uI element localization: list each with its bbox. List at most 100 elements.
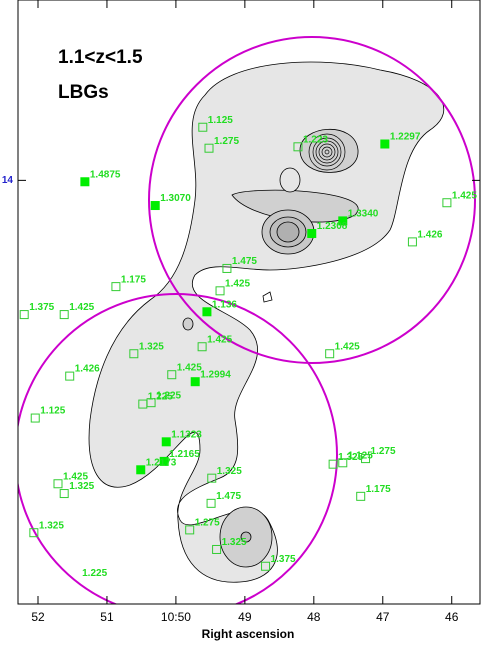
open-marker <box>442 198 452 208</box>
open-marker <box>197 342 207 352</box>
open-marker <box>59 310 69 320</box>
point-label: 1.125 <box>208 115 233 126</box>
outer-contour <box>88 61 445 583</box>
field-circle <box>18 293 338 604</box>
point-label: 1.2297 <box>390 132 421 143</box>
open-marker <box>212 544 222 554</box>
open-marker <box>328 459 338 469</box>
filled-marker <box>150 201 160 211</box>
contour <box>231 128 359 223</box>
field-circle <box>148 36 476 364</box>
peak-contours <box>308 133 346 171</box>
open-marker <box>325 349 335 359</box>
open-marker <box>206 498 216 508</box>
open-marker <box>29 528 39 538</box>
filled-marker <box>307 228 317 238</box>
filled-marker <box>80 177 90 187</box>
point-label: 1.425 <box>452 190 477 201</box>
point-label: 1.426 <box>417 230 442 241</box>
x-tick-label: 48 <box>307 610 321 624</box>
filled-marker <box>136 465 146 475</box>
x-axis-label: Right ascension <box>202 627 295 641</box>
open-marker <box>129 349 139 359</box>
open-marker <box>65 371 75 381</box>
density-contours <box>18 36 476 604</box>
open-marker <box>222 263 232 273</box>
open-marker <box>361 454 371 464</box>
point-label: 1.325 <box>69 481 94 492</box>
filled-marker <box>380 139 390 149</box>
chart-subtitle: LBGs <box>58 82 109 103</box>
open-marker <box>53 479 63 489</box>
point-label: 1.425 <box>63 471 88 482</box>
contour <box>262 291 273 303</box>
point-label: 1.325 <box>222 537 247 548</box>
point-label: 1.375 <box>271 554 296 565</box>
contour <box>182 317 194 331</box>
point-label: 1.3070 <box>160 193 191 204</box>
x-tick-label: 51 <box>100 610 114 624</box>
point-label: 1.475 <box>216 491 241 502</box>
point-label: 1.425 <box>225 278 250 289</box>
y-tick-label: 14 <box>2 175 14 186</box>
point-label: 1.225 <box>148 392 173 403</box>
open-marker <box>111 282 121 292</box>
point-label: 1.175 <box>366 484 391 495</box>
contour <box>276 221 300 243</box>
point-label: 1.325 <box>139 341 164 352</box>
x-tick-label: 10:50 <box>161 610 191 624</box>
point-label: 1.275 <box>195 518 220 529</box>
open-marker <box>261 561 271 571</box>
open-marker <box>215 286 225 296</box>
open-marker <box>146 398 156 408</box>
x-tick-label: 49 <box>238 610 252 624</box>
point-label: 1.375 <box>29 302 54 313</box>
plot-frame <box>17 0 481 605</box>
point-label: 1.275 <box>371 446 396 457</box>
open-marker <box>293 142 303 152</box>
point-label: 1.325 <box>39 520 64 531</box>
open-marker <box>207 473 217 483</box>
filled-marker <box>161 437 171 447</box>
x-tick-label: 47 <box>376 610 390 624</box>
filled-marker <box>190 377 200 387</box>
point-label: 1.125 <box>348 450 373 461</box>
point-label: 1.325 <box>217 466 242 477</box>
point-label: 1.225 <box>156 390 181 401</box>
open-marker <box>30 413 40 423</box>
point-label: 1.223 <box>303 134 328 145</box>
point-label: 1.425 <box>335 341 360 352</box>
contour <box>240 531 252 543</box>
x-tick-label: 46 <box>445 610 459 624</box>
open-marker <box>167 370 177 380</box>
open-marker <box>407 237 417 247</box>
open-marker <box>185 525 195 535</box>
annotation: 1.225 <box>82 568 107 579</box>
open-marker <box>356 491 366 501</box>
point-label: 1.2308 <box>317 221 348 232</box>
point-label: 1.425 <box>69 302 94 313</box>
open-marker <box>338 458 348 468</box>
point-label: 1.175 <box>121 274 146 285</box>
point-label: 1.425 <box>177 362 202 373</box>
point-label: 1.426 <box>75 364 100 375</box>
point-label: 1.2165 <box>169 449 200 460</box>
filled-marker <box>338 216 348 226</box>
point-label: 1.325 <box>338 452 363 463</box>
open-marker <box>204 143 214 153</box>
point-label: 1.3340 <box>348 209 379 220</box>
point-label: 1.125 <box>40 406 65 417</box>
filled-marker <box>202 307 212 317</box>
filled-marker <box>159 456 169 466</box>
point-label: 1.4875 <box>90 169 121 180</box>
open-marker <box>19 310 29 320</box>
chart-title: 1.1<z<1.5 <box>58 47 143 68</box>
point-label: 1.1323 <box>171 429 202 440</box>
point-label: 1.136 <box>212 299 237 310</box>
point-label: 1.275 <box>214 136 239 147</box>
point-label: 1.2994 <box>200 369 231 380</box>
contour <box>279 167 301 193</box>
point-label: 1.475 <box>232 256 257 267</box>
